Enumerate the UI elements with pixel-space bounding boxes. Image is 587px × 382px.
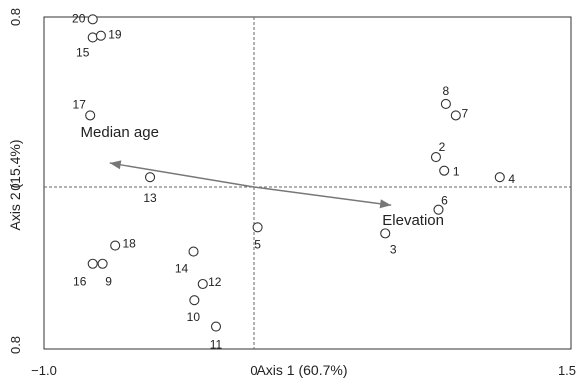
site-point-15 xyxy=(87,32,98,43)
site-label-16: 16 xyxy=(73,275,87,289)
site-point-20 xyxy=(87,14,98,25)
site-point-4 xyxy=(494,172,505,183)
x-tick-label-zero: 0 xyxy=(250,363,257,378)
site-point-12 xyxy=(197,278,208,290)
site-label-13: 13 xyxy=(143,191,157,205)
site-point-16 xyxy=(87,258,98,269)
site-point-17 xyxy=(85,110,96,121)
site-point-1 xyxy=(439,165,450,176)
site-point-18 xyxy=(110,240,121,251)
site-point-7 xyxy=(450,110,461,121)
vector-line-elevation xyxy=(253,186,392,206)
site-label-19: 19 xyxy=(108,28,122,42)
vector-arrowhead-median-age xyxy=(109,160,122,170)
site-label-14: 14 xyxy=(175,262,189,276)
x-tick-label-max: 1.5 xyxy=(558,363,576,378)
site-point-10 xyxy=(189,295,200,306)
site-point-14 xyxy=(188,246,199,257)
site-point-19 xyxy=(95,30,106,41)
site-label-3: 3 xyxy=(390,242,397,256)
y-tick-label-zero: 0 xyxy=(8,183,23,190)
site-label-1: 1 xyxy=(453,165,460,179)
site-label-9: 9 xyxy=(105,275,112,289)
y-tick-label-bottom: 0.8 xyxy=(8,336,23,354)
site-label-5: 5 xyxy=(254,237,261,251)
vectors-layer: Median age Elevation xyxy=(81,124,444,229)
site-label-11: 11 xyxy=(210,338,223,352)
site-label-15: 15 xyxy=(76,45,90,59)
site-label-17: 17 xyxy=(73,97,87,111)
site-label-18: 18 xyxy=(123,237,137,251)
x-axis-label: Axis 1 (60.7%) xyxy=(256,362,347,378)
site-point-11 xyxy=(210,321,222,332)
site-label-20: 20 xyxy=(72,11,86,25)
plot-frame xyxy=(43,16,572,350)
site-point-9 xyxy=(97,258,108,269)
site-label-8: 8 xyxy=(443,84,450,98)
y-tick-label-top: 0.8 xyxy=(8,8,23,26)
site-point-8 xyxy=(440,98,451,109)
site-point-6 xyxy=(433,204,444,215)
site-label-7: 7 xyxy=(461,106,468,120)
x-tick-label-min: −1.0 xyxy=(31,363,57,378)
site-point-3 xyxy=(380,228,391,239)
site-label-6: 6 xyxy=(441,194,448,208)
site-point-2 xyxy=(430,151,442,163)
site-label-10: 10 xyxy=(187,310,201,324)
vector-label-elevation: Elevation xyxy=(382,212,444,229)
vector-line-median-age xyxy=(109,162,255,188)
site-label-4: 4 xyxy=(508,172,515,186)
vector-label-median-age: Median age xyxy=(81,124,159,141)
site-point-5 xyxy=(252,222,263,233)
site-label-2: 2 xyxy=(439,140,446,154)
vector-arrowhead-elevation xyxy=(379,199,392,209)
site-point-13 xyxy=(145,172,156,183)
site-label-12: 12 xyxy=(208,275,222,289)
y-axis-label: Axis 2 (15.4%) xyxy=(7,139,23,230)
